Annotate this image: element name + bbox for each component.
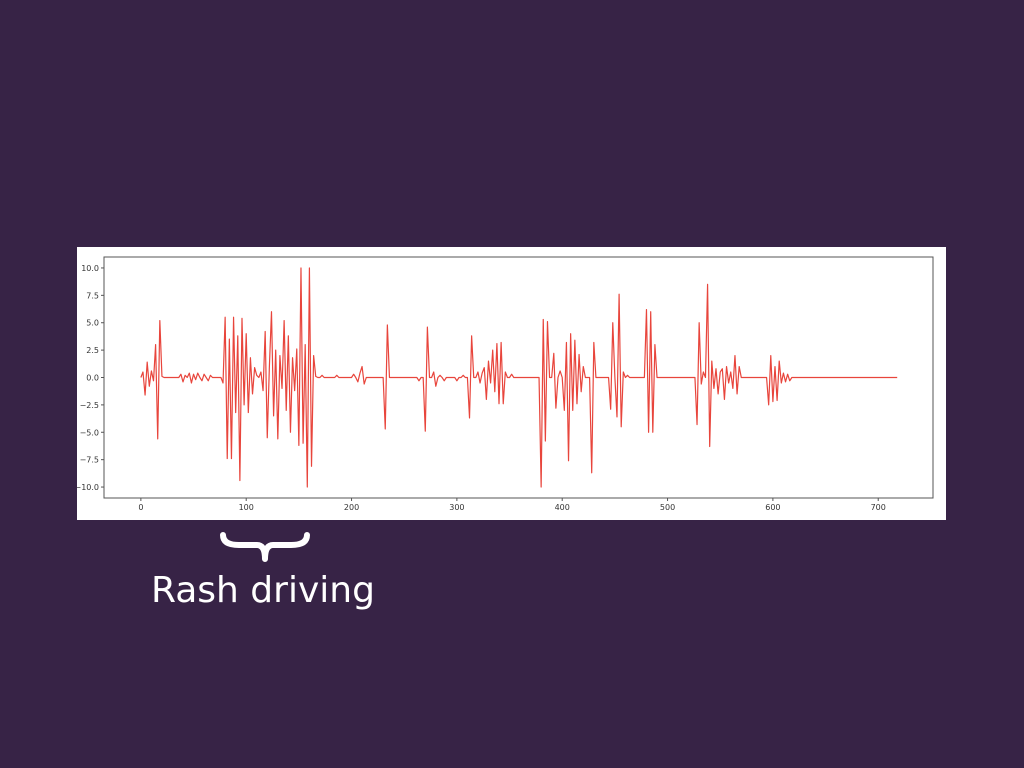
y-tick-label: −10.0 bbox=[77, 483, 99, 492]
chart-image: 0 100 200 300 400 500 600 700 10.0 7.5 5.0 2.5 0.0 −… bbox=[77, 247, 946, 520]
line-chart: 0 100 200 300 400 500 600 700 10.0 7.5 5.0 2.5 0.0 −… bbox=[77, 256, 934, 512]
x-tick-label: 700 bbox=[871, 503, 886, 512]
y-tick-label: 10.0 bbox=[81, 264, 99, 273]
y-tick-label: 5.0 bbox=[86, 319, 99, 328]
x-tick-label: 100 bbox=[239, 503, 254, 512]
x-tick-label: 400 bbox=[555, 503, 570, 512]
x-axis: 0 100 200 300 400 500 600 700 bbox=[138, 498, 886, 512]
y-axis: 10.0 7.5 5.0 2.5 0.0 −2.5 −5.0 −7.5 −10.0 bbox=[77, 264, 104, 492]
x-tick-label: 200 bbox=[344, 503, 359, 512]
series-line bbox=[140, 267, 898, 488]
y-tick-label: 0.0 bbox=[86, 374, 99, 383]
x-tick-label: 0 bbox=[138, 503, 143, 512]
y-tick-label: −2.5 bbox=[80, 401, 99, 410]
y-tick-label: −7.5 bbox=[80, 456, 99, 465]
x-tick-label: 500 bbox=[660, 503, 675, 512]
x-tick-label: 600 bbox=[765, 503, 780, 512]
y-tick-label: −5.0 bbox=[80, 428, 99, 437]
y-tick-label: 2.5 bbox=[86, 346, 99, 355]
y-tick-label: 7.5 bbox=[86, 291, 99, 300]
rash-driving-label: Rash driving bbox=[151, 570, 375, 611]
curly-brace-icon bbox=[220, 532, 310, 562]
x-tick-label: 300 bbox=[449, 503, 464, 512]
